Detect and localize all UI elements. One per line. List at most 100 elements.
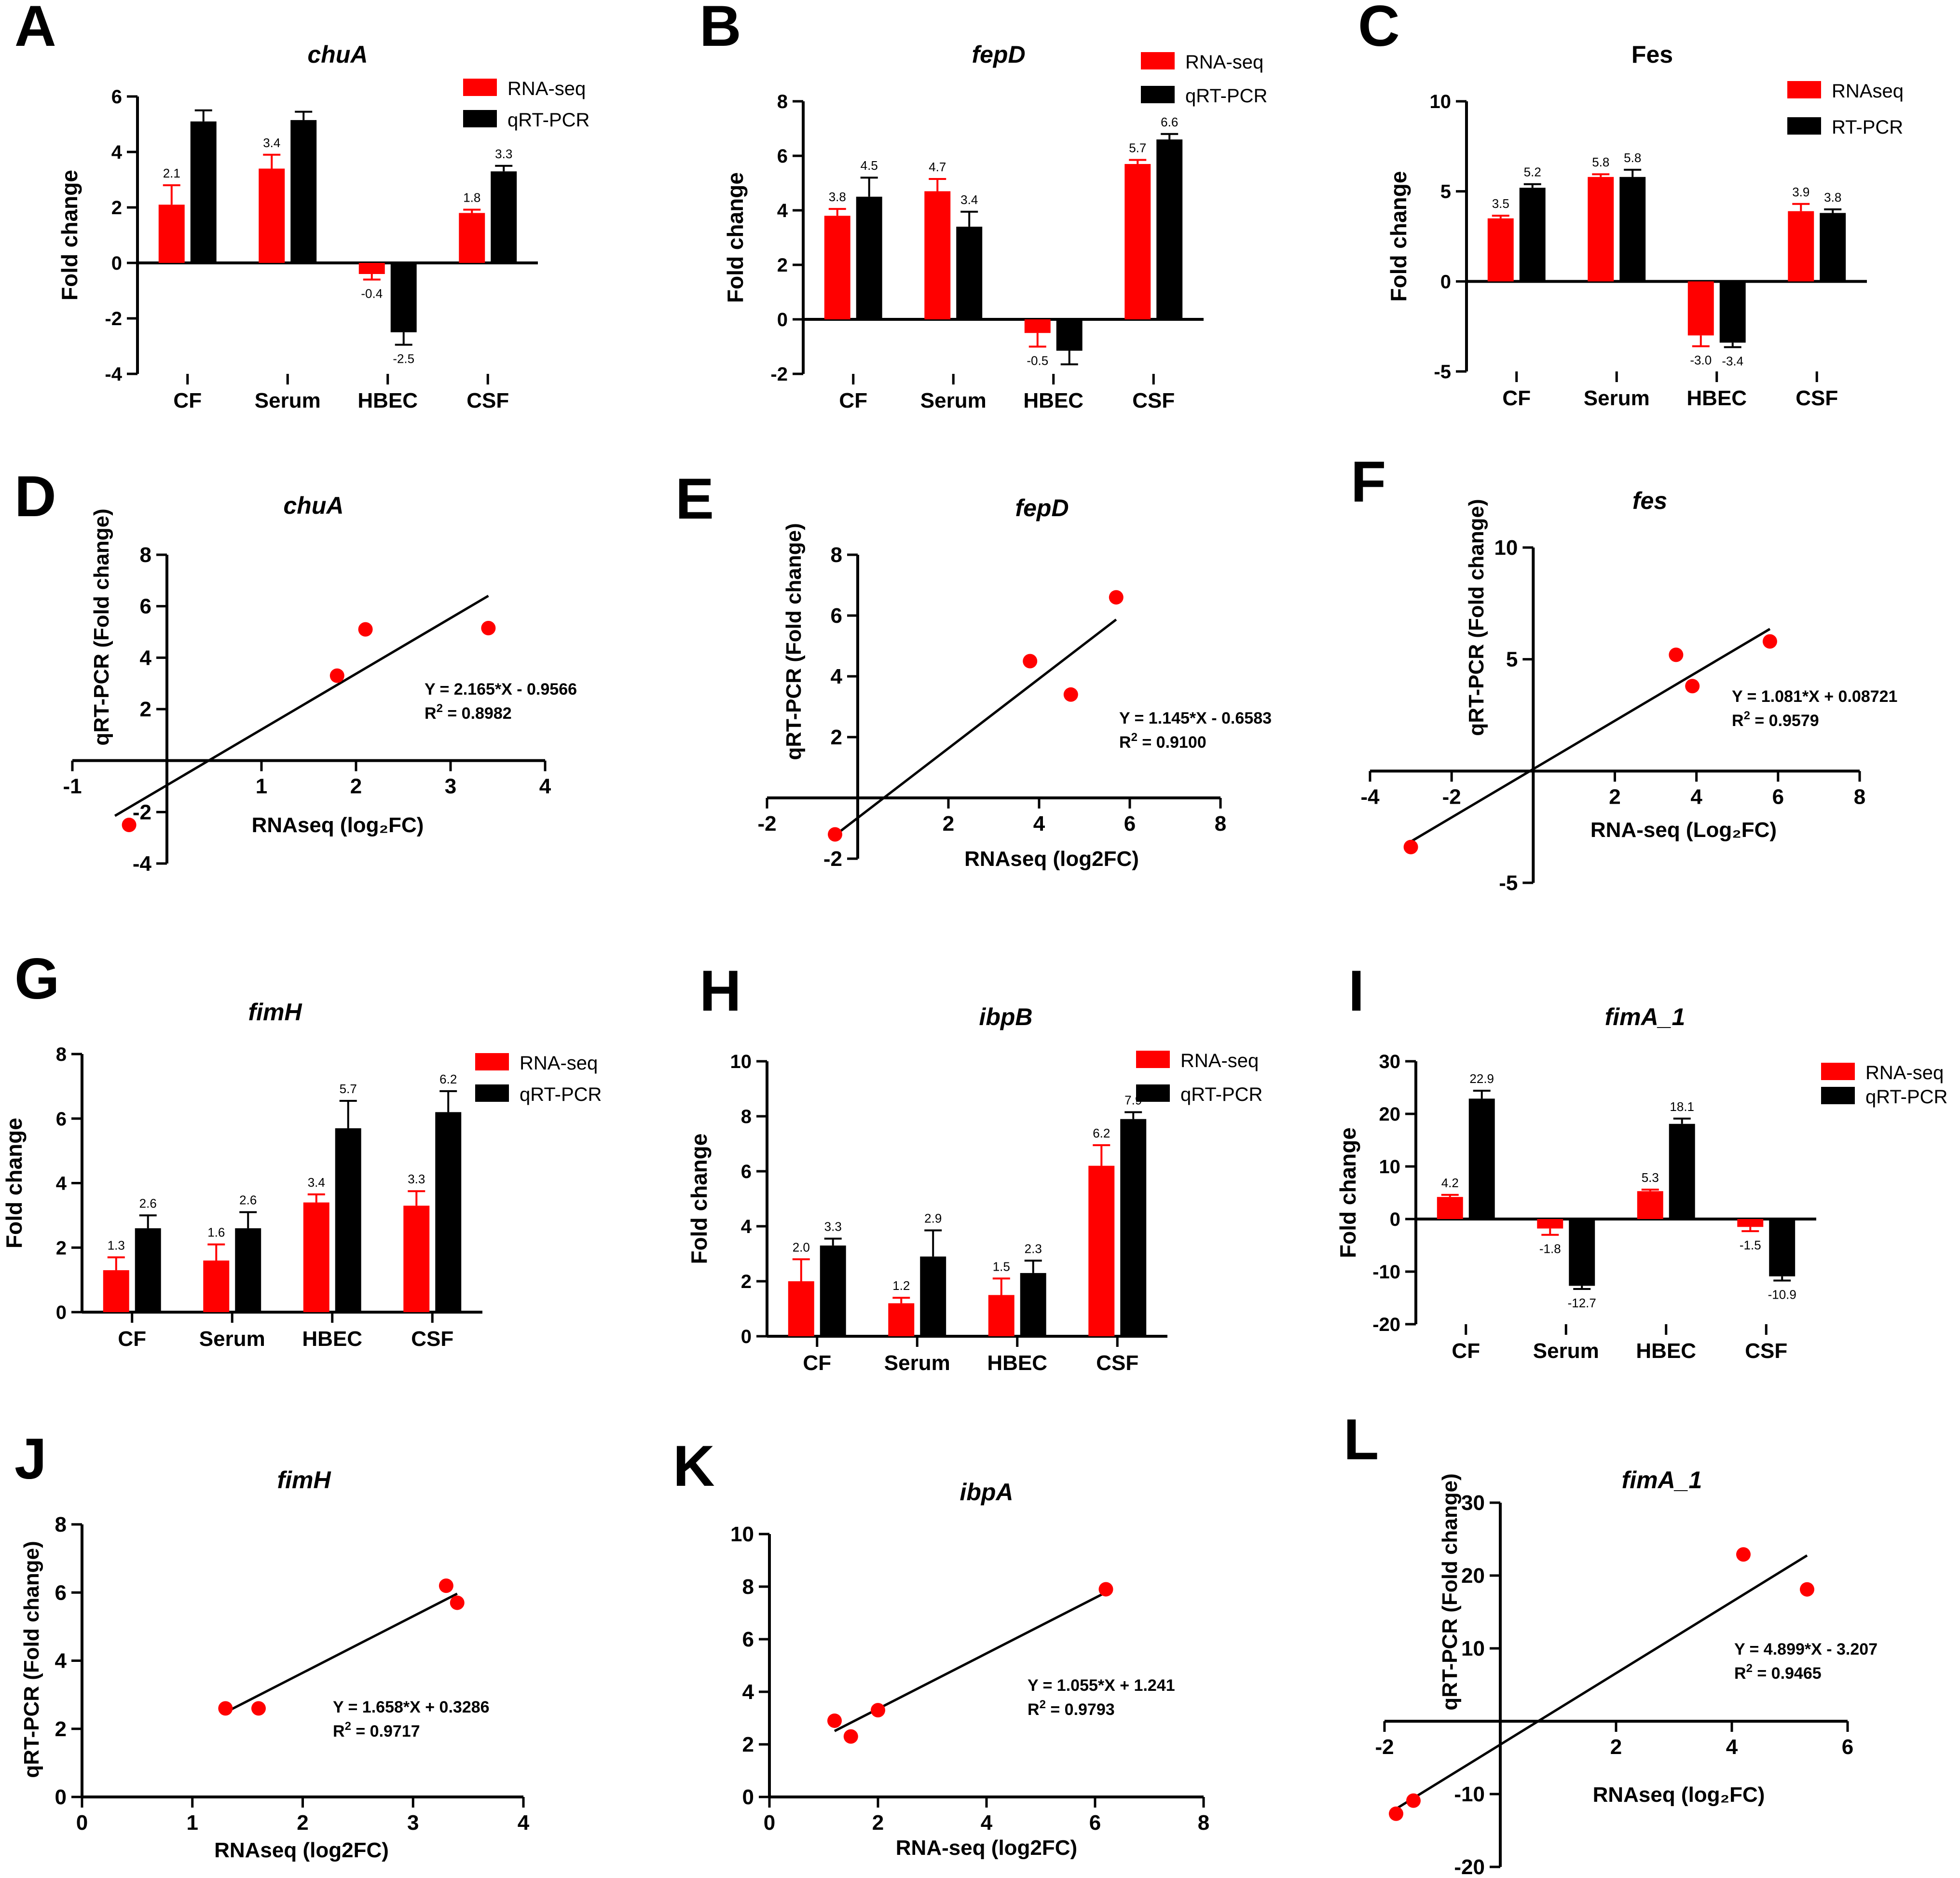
y-tick-label: 20 xyxy=(1461,1564,1485,1588)
data-point xyxy=(122,818,137,832)
data-point xyxy=(1403,839,1418,854)
x-tick-label: HBEC xyxy=(1686,386,1747,410)
y-axis-label: qRT-PCR (Fold change) xyxy=(782,523,806,760)
bar xyxy=(435,1112,462,1312)
y-axis-label: Fold change xyxy=(57,170,82,301)
bar xyxy=(303,1202,329,1312)
y-axis-label: qRT-PCR (Fold change) xyxy=(1465,499,1488,736)
chart-title: fes xyxy=(1632,487,1667,514)
y-tick-label: 0 xyxy=(55,1785,67,1809)
y-tick-label: 20 xyxy=(1379,1104,1401,1125)
y-tick-label: 10 xyxy=(730,1522,754,1546)
legend-label: RNAseq xyxy=(1832,81,1904,102)
bar xyxy=(1737,1219,1764,1227)
chart-title: fepD xyxy=(972,41,1025,68)
fit-line xyxy=(225,1592,458,1714)
legend-swatch xyxy=(1821,1087,1855,1104)
x-tick-label: HBEC xyxy=(302,1327,362,1351)
legend-label: qRT-PCR xyxy=(1185,85,1267,107)
x-tick-label: 8 xyxy=(1198,1811,1209,1835)
fit-r-squared: R2 = 0.9100 xyxy=(1119,731,1206,752)
data-label: -1.5 xyxy=(1740,1238,1761,1252)
bar xyxy=(1619,177,1646,282)
data-label: 5.7 xyxy=(340,1082,357,1096)
data-point xyxy=(1406,1793,1421,1808)
bar xyxy=(1088,1165,1115,1336)
panel-letter: J xyxy=(14,1426,47,1491)
legend-swatch xyxy=(475,1084,509,1102)
x-tick-label: 4 xyxy=(1690,785,1702,809)
bar xyxy=(788,1281,814,1336)
data-point xyxy=(1023,654,1038,669)
x-axis-label: RNAseq (log2FC) xyxy=(214,1838,389,1862)
x-tick-label: -1 xyxy=(63,775,82,798)
x-tick-label: HBEC xyxy=(357,389,418,412)
y-tick-label: 4 xyxy=(111,142,123,163)
bar xyxy=(203,1261,230,1312)
fit-line xyxy=(1410,628,1771,843)
y-tick-label: 6 xyxy=(55,1581,67,1604)
bar xyxy=(824,216,850,319)
bar xyxy=(956,226,983,319)
legend-swatch xyxy=(1787,81,1821,98)
data-label: 1.5 xyxy=(993,1259,1010,1274)
data-label: 4.5 xyxy=(861,158,878,173)
y-tick-label: 10 xyxy=(1494,536,1518,560)
y-tick-label: 6 xyxy=(56,1109,67,1130)
data-label: 4.2 xyxy=(1441,1176,1459,1190)
bar xyxy=(1820,213,1846,282)
y-tick-label: 2 xyxy=(831,726,842,749)
chart-title: fimA_1 xyxy=(1605,1003,1686,1030)
y-tick-label: 10 xyxy=(730,1051,752,1072)
data-point xyxy=(1685,679,1700,694)
data-label: 3.8 xyxy=(1824,190,1841,205)
data-label: 2.0 xyxy=(793,1240,810,1254)
data-point xyxy=(871,1703,885,1718)
x-tick-label: CF xyxy=(803,1351,831,1375)
legend-swatch xyxy=(475,1053,509,1070)
bar xyxy=(103,1270,129,1312)
x-tick-label: 4 xyxy=(1033,812,1045,836)
data-point xyxy=(843,1729,858,1744)
legend-label: qRT-PCR xyxy=(1865,1086,1947,1108)
data-label: 3.9 xyxy=(1792,185,1809,199)
data-label: 3.4 xyxy=(263,136,280,150)
chart-title: chuA xyxy=(284,492,344,519)
bar xyxy=(1020,1273,1046,1336)
data-label: 6.2 xyxy=(1093,1126,1110,1140)
x-tick-label: 3 xyxy=(445,775,456,798)
data-point xyxy=(1109,590,1124,605)
panel-letter: H xyxy=(699,959,741,1023)
fit-equation: Y = 1.081*X + 0.08721 xyxy=(1732,687,1897,706)
panel-letter: G xyxy=(14,946,59,1011)
y-tick-label: 0 xyxy=(741,1326,752,1347)
x-tick-label: CF xyxy=(839,389,867,412)
legend-label: RNA-seq xyxy=(507,78,586,99)
x-tick-label: 0 xyxy=(764,1811,775,1835)
bar xyxy=(259,168,285,263)
data-label: 2.3 xyxy=(1025,1241,1042,1256)
bar xyxy=(1487,218,1514,282)
chart-title: fimH xyxy=(277,1467,331,1494)
legend-swatch xyxy=(1136,1084,1170,1102)
x-tick-label: HBEC xyxy=(1636,1339,1696,1363)
y-tick-label: -2 xyxy=(105,308,122,329)
y-tick-label: -4 xyxy=(133,852,152,876)
y-tick-label: -5 xyxy=(1499,871,1518,895)
data-point xyxy=(251,1701,266,1716)
data-label: 2.6 xyxy=(239,1193,257,1207)
legend-label: RT-PCR xyxy=(1832,117,1903,138)
x-tick-label: 6 xyxy=(1772,785,1784,809)
bar xyxy=(924,191,951,319)
legend-swatch xyxy=(1136,1051,1170,1068)
panel-letter: B xyxy=(699,0,741,58)
panel-letter: F xyxy=(1351,450,1386,514)
data-label: -2.5 xyxy=(393,352,414,366)
data-label: -0.4 xyxy=(361,287,383,301)
data-label: 6.2 xyxy=(439,1072,457,1086)
fit-line xyxy=(1395,1554,1808,1810)
